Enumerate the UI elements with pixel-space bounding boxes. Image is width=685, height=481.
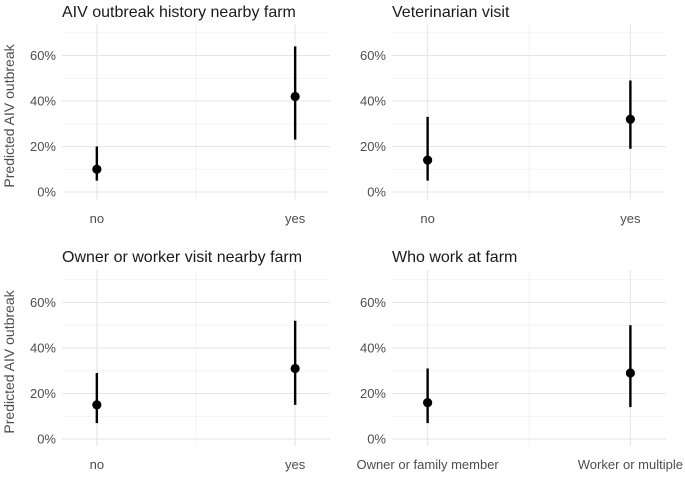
data-point [625,114,635,124]
data-point [290,91,300,102]
y-tick-label: 40% [30,94,56,109]
y-tick-label: 20% [30,139,56,154]
y-tick-label: 60% [30,48,56,63]
y-tick-label: 60% [360,295,386,310]
y-tick-label: 60% [30,295,56,310]
x-tick-label: no [90,211,104,226]
x-tick-label: Owner or family member [356,457,499,472]
y-axis-label: Predicted AIV outbreak [1,289,17,433]
data-point [423,398,433,408]
panel-title: Veterinarian visit [392,4,510,21]
y-tick-label: 20% [30,386,56,401]
y-tick-label: 40% [360,341,386,356]
panel-title: AIV outbreak history nearby farm [62,4,296,21]
chart-panel-3: 0% 20% 40% 60% no yes Owner or worker visit ne… [1,249,330,472]
x-tick-label: no [90,457,104,472]
x-tick-label: Worker or multiple [578,457,683,472]
data-point [423,155,433,165]
panel-title: Who work at farm [392,249,517,266]
data-point [625,368,635,378]
y-axis-label: Predicted AIV outbreak [1,43,17,187]
chart-panel-4: 0% 20% 40% 60% Owner or family member Worker … [356,249,683,472]
data-point [290,363,300,374]
y-tick-label: 0% [37,432,56,447]
y-tick-label: 40% [360,94,386,109]
x-tick-label: no [420,211,434,226]
y-tick-label: 60% [360,48,386,63]
panel-title: Owner or worker visit nearby farm [62,249,302,266]
x-tick-label: yes [620,211,641,226]
y-tick-label: 40% [30,341,56,356]
y-tick-label: 0% [37,185,56,200]
y-tick-label: 20% [360,386,386,401]
data-point [92,400,102,410]
data-point [92,164,102,174]
x-tick-label: yes [285,211,306,226]
y-tick-label: 20% [360,139,386,154]
chart-panel-1: 0% 20% 40% 60% no yes AIV outbreak history nea… [1,4,330,226]
y-tick-label: 0% [367,432,386,447]
x-tick-label: yes [285,457,306,472]
y-tick-label: 0% [367,185,386,200]
chart-panel-2: 0% 20% 40% 60% no yes Veterinarian visit [360,4,666,226]
